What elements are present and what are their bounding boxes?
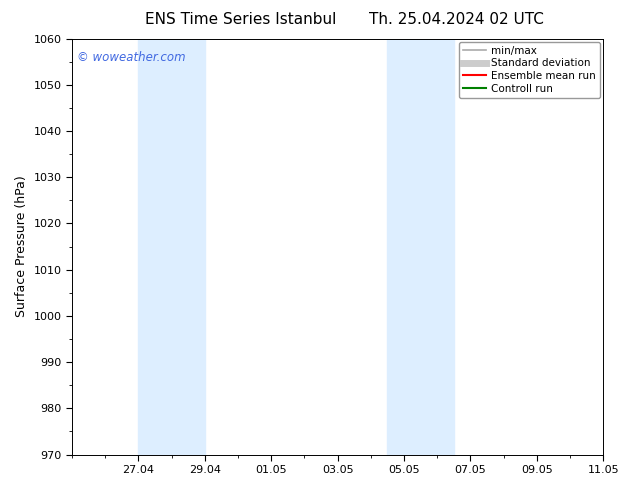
Text: ENS Time Series Istanbul: ENS Time Series Istanbul	[145, 12, 337, 27]
Legend: min/max, Standard deviation, Ensemble mean run, Controll run: min/max, Standard deviation, Ensemble me…	[459, 42, 600, 98]
Bar	[138, 39, 205, 455]
Text: © woweather.com: © woweather.com	[77, 51, 186, 64]
Text: Th. 25.04.2024 02 UTC: Th. 25.04.2024 02 UTC	[369, 12, 544, 27]
Bar	[387, 39, 454, 455]
Y-axis label: Surface Pressure (hPa): Surface Pressure (hPa)	[15, 176, 28, 318]
